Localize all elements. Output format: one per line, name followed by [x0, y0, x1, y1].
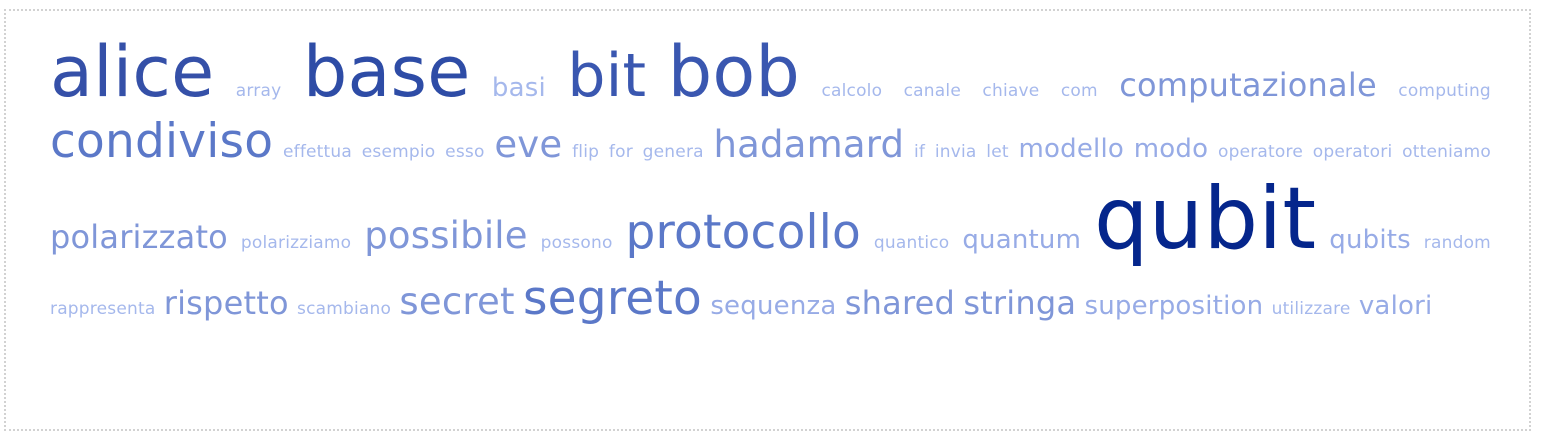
tag-qubit[interactable]: qubit [1094, 169, 1317, 270]
tag-secret[interactable]: secret [399, 279, 515, 323]
tag-canale[interactable]: canale [903, 81, 961, 101]
tag-bit[interactable]: bit [567, 41, 647, 111]
tag-stringa[interactable]: stringa [963, 283, 1077, 322]
tag-quantum[interactable]: quantum [962, 225, 1082, 256]
tag-quantico[interactable]: quantico [873, 233, 950, 254]
tag-computing[interactable]: computing [1398, 81, 1491, 101]
tag-valori[interactable]: valori [1358, 290, 1433, 321]
tag-hadamard[interactable]: hadamard [713, 122, 905, 166]
tag-if[interactable]: if [913, 141, 926, 162]
tag-invia[interactable]: invia [934, 141, 977, 162]
tag-flip[interactable]: flip [572, 141, 600, 162]
tag-effettua[interactable]: effettua [282, 141, 352, 162]
tag-sequenza[interactable]: sequenza [710, 290, 837, 321]
tag-segreto[interactable]: segreto [522, 270, 703, 326]
tag-computazionale[interactable]: computazionale [1119, 66, 1377, 104]
tag-array[interactable]: array [235, 81, 282, 101]
tag-genera[interactable]: genera [642, 141, 704, 162]
tag-esso[interactable]: esso [445, 141, 485, 162]
tag-base[interactable]: base [302, 31, 471, 113]
tag-polarizziamo[interactable]: polarizziamo [240, 233, 352, 254]
tag-possono[interactable]: possono [540, 233, 613, 254]
tag-cloud-frame: alice array base basi bit bob calcolo ca… [4, 9, 1531, 431]
tag-cloud: alice array base basi bit bob calcolo ca… [50, 31, 1494, 326]
tag-com[interactable]: com [1060, 81, 1098, 101]
tag-condiviso[interactable]: condiviso [50, 113, 274, 169]
tag-rispetto[interactable]: rispetto [163, 283, 289, 322]
tag-polarizzato[interactable]: polarizzato [50, 218, 228, 257]
tag-otteniamo[interactable]: otteniamo [1402, 141, 1492, 162]
tag-basi[interactable]: basi [491, 73, 546, 103]
tag-calcolo[interactable]: calcolo [821, 81, 883, 101]
tag-alice[interactable]: alice [50, 31, 215, 113]
tag-modello[interactable]: modello [1018, 133, 1124, 164]
tag-operatore[interactable]: operatore [1217, 141, 1303, 162]
tag-superposition[interactable]: superposition [1084, 290, 1264, 321]
tag-let[interactable]: let [986, 141, 1009, 162]
tag-protocollo[interactable]: protocollo [625, 205, 861, 261]
tag-possibile[interactable]: possibile [364, 214, 528, 258]
tag-random[interactable]: random [1423, 233, 1491, 254]
tag-eve[interactable]: eve [494, 122, 563, 166]
tag-utilizzare[interactable]: utilizzare [1271, 298, 1351, 319]
tag-for[interactable]: for [608, 141, 633, 162]
tag-esempio[interactable]: esempio [361, 141, 436, 162]
tag-operatori[interactable]: operatori [1312, 141, 1393, 162]
tag-chiave[interactable]: chiave [982, 81, 1040, 101]
tag-shared[interactable]: shared [844, 283, 956, 322]
tag-rappresenta[interactable]: rappresenta [50, 298, 156, 319]
tag-qubits[interactable]: qubits [1329, 225, 1411, 256]
tag-bob[interactable]: bob [667, 31, 800, 113]
tag-scambiano[interactable]: scambiano [297, 298, 392, 319]
tag-modo[interactable]: modo [1133, 133, 1209, 164]
